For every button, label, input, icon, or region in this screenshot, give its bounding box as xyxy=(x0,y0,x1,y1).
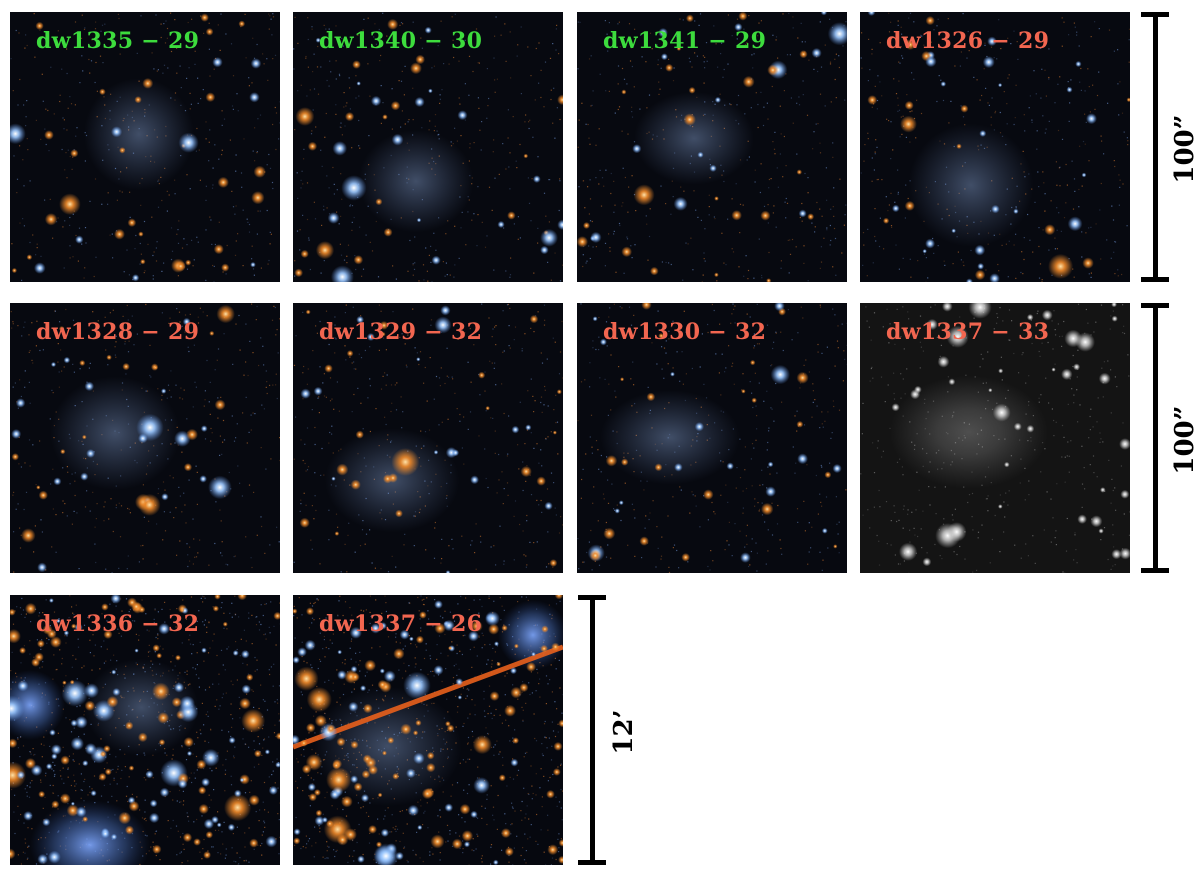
galaxy-image-panel: dw1326 − 29 xyxy=(860,12,1130,282)
galaxy-image-panel: dw1341 − 29 xyxy=(577,12,847,282)
galaxy-image xyxy=(293,303,563,573)
galaxy-image xyxy=(577,303,847,573)
galaxy-image xyxy=(577,12,847,282)
galaxy-label: dw1341 − 29 xyxy=(603,28,767,54)
galaxy-image xyxy=(860,12,1130,282)
galaxy-label: dw1337 − 26 xyxy=(319,611,483,637)
galaxy-label: dw1329 − 32 xyxy=(319,319,483,345)
galaxy-image-panel: dw1337 − 26 xyxy=(293,595,563,865)
galaxy-image-panel: dw1330 − 32 xyxy=(577,303,847,573)
scale-bar-cap xyxy=(1141,568,1169,573)
galaxy-label: dw1330 − 32 xyxy=(603,319,767,345)
galaxy-image xyxy=(860,303,1130,573)
galaxy-label: dw1335 − 29 xyxy=(36,28,200,54)
scale-bar xyxy=(578,595,606,865)
scale-bar xyxy=(1141,12,1169,282)
galaxy-image-panel: dw1337 − 33 xyxy=(860,303,1130,573)
scale-bar-line xyxy=(590,595,595,865)
scale-bar xyxy=(1141,303,1169,573)
galaxy-image-panel: dw1336 − 32 xyxy=(10,595,280,865)
scale-bar-label: 100” xyxy=(1170,114,1200,184)
galaxy-image-panel: dw1329 − 32 xyxy=(293,303,563,573)
scale-bar-line xyxy=(1153,12,1158,282)
galaxy-image xyxy=(10,595,280,865)
scale-bar-label: 12’ xyxy=(609,709,639,755)
scale-bar-line xyxy=(1153,303,1158,573)
scale-bar-label: 100” xyxy=(1170,405,1200,475)
galaxy-image xyxy=(10,12,280,282)
galaxy-label: dw1326 − 29 xyxy=(886,28,1050,54)
galaxy-label: dw1337 − 33 xyxy=(886,319,1050,345)
galaxy-image-panel: dw1328 − 29 xyxy=(10,303,280,573)
scale-bar-cap xyxy=(1141,277,1169,282)
galaxy-label: dw1328 − 29 xyxy=(36,319,200,345)
galaxy-image-panel: dw1335 − 29 xyxy=(10,12,280,282)
galaxy-image xyxy=(293,12,563,282)
galaxy-image xyxy=(10,303,280,573)
galaxy-label: dw1340 − 30 xyxy=(319,28,483,54)
galaxy-label: dw1336 − 32 xyxy=(36,611,200,637)
galaxy-image-panel: dw1340 − 30 xyxy=(293,12,563,282)
galaxy-image xyxy=(293,595,563,865)
scale-bar-cap xyxy=(578,860,606,865)
